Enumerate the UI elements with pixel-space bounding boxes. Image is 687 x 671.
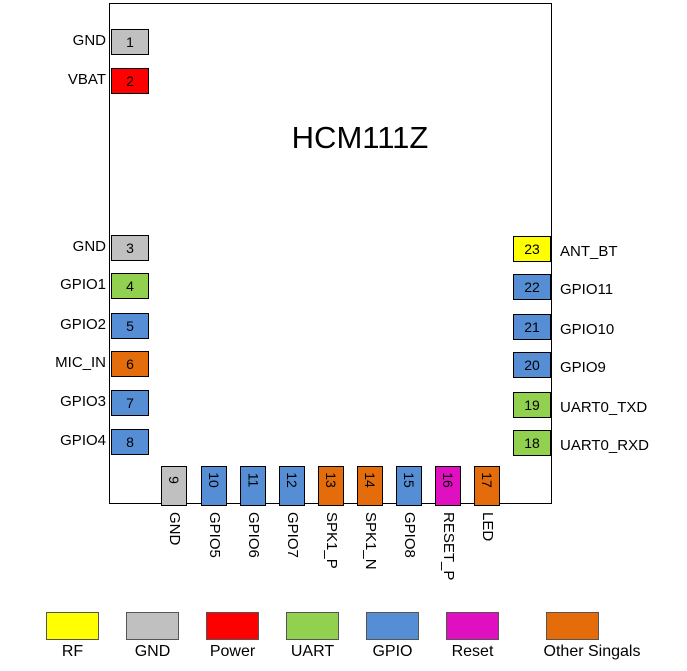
pin-label-22: GPIO11 bbox=[560, 281, 614, 298]
pin-number-14: 14 bbox=[361, 472, 378, 488]
pin-21: 21 bbox=[513, 314, 551, 340]
pin-13: 13 bbox=[318, 466, 344, 506]
pin-number-17: 17 bbox=[478, 472, 495, 488]
pin-5: 5 bbox=[111, 313, 149, 339]
pin-label-8: GPIO4 bbox=[60, 432, 106, 449]
legend-swatch-other bbox=[546, 612, 599, 640]
pin-18: 18 bbox=[513, 430, 551, 456]
pin-label-10: GPIO5 bbox=[206, 512, 223, 558]
pin-number-11: 11 bbox=[244, 472, 261, 488]
pin-label-3: GND bbox=[72, 238, 106, 255]
pin-label-16: RESET_P bbox=[440, 512, 457, 581]
pin-8: 8 bbox=[111, 429, 149, 455]
legend-label-gpio: GPIO bbox=[372, 643, 413, 660]
pin-1: 1 bbox=[111, 29, 149, 55]
pin-12: 12 bbox=[279, 466, 305, 506]
pin-label-18: UART0_RXD bbox=[560, 437, 649, 454]
pin-10: 10 bbox=[201, 466, 227, 506]
pin-number-15: 15 bbox=[400, 472, 417, 488]
pin-label-2: VBAT bbox=[67, 71, 106, 88]
pin-7: 7 bbox=[111, 390, 149, 416]
pin-9: 9 bbox=[161, 466, 187, 506]
pin-label-17: LED bbox=[479, 512, 496, 542]
pin-label-19: UART0_TXD bbox=[560, 399, 648, 416]
pin-label-7: GPIO3 bbox=[60, 393, 106, 410]
pin-3: 3 bbox=[111, 235, 149, 261]
legend-label-rf: RF bbox=[61, 643, 84, 660]
pin-number-13: 13 bbox=[322, 472, 339, 488]
chip-title: HCM111Z bbox=[291, 120, 429, 155]
legend-swatch-gnd bbox=[126, 612, 179, 640]
legend-label-reset: Reset bbox=[451, 643, 494, 660]
pin-23: 23 bbox=[513, 236, 551, 262]
pin-17: 17 bbox=[474, 466, 500, 506]
pin-20: 20 bbox=[513, 352, 551, 378]
legend-label-other: Other Singals bbox=[543, 643, 641, 660]
legend-swatch-reset bbox=[446, 612, 499, 640]
pin-number-10: 10 bbox=[205, 472, 222, 488]
legend-label-uart: UART bbox=[290, 643, 335, 660]
pin-label-14: SPK1_N bbox=[362, 512, 379, 570]
pin-15: 15 bbox=[396, 466, 422, 506]
pin-19: 19 bbox=[513, 392, 551, 418]
legend-swatch-gpio bbox=[366, 612, 419, 640]
legend-label-gnd: GND bbox=[134, 643, 171, 660]
pin-label-13: SPK1_P bbox=[323, 512, 340, 569]
pin-label-6: MIC_IN bbox=[55, 354, 106, 371]
pin-label-23: ANT_BT bbox=[560, 243, 618, 260]
legend-swatch-rf bbox=[46, 612, 99, 640]
chip-outline bbox=[109, 3, 552, 504]
pin-label-5: GPIO2 bbox=[60, 316, 106, 333]
pin-number-12: 12 bbox=[283, 472, 300, 488]
pin-label-1: GND bbox=[72, 32, 106, 49]
pin-16: 16 bbox=[435, 466, 461, 506]
legend-swatch-uart bbox=[286, 612, 339, 640]
pin-11: 11 bbox=[240, 466, 266, 506]
pin-label-20: GPIO9 bbox=[560, 359, 606, 376]
pin-label-15: GPIO8 bbox=[401, 512, 418, 558]
pin-number-9: 9 bbox=[165, 476, 182, 484]
pin-label-9: GND bbox=[166, 512, 183, 546]
pin-22: 22 bbox=[513, 274, 551, 300]
legend-swatch-power bbox=[206, 612, 259, 640]
pin-label-11: GPIO6 bbox=[245, 512, 262, 558]
pin-6: 6 bbox=[111, 351, 149, 377]
legend-label-power: Power bbox=[209, 643, 256, 660]
pin-label-4: GPIO1 bbox=[60, 276, 106, 293]
pin-number-16: 16 bbox=[439, 472, 456, 488]
pin-14: 14 bbox=[357, 466, 383, 506]
pin-label-21: GPIO10 bbox=[560, 321, 615, 338]
pin-label-12: GPIO7 bbox=[284, 512, 301, 558]
pin-4: 4 bbox=[111, 273, 149, 299]
pin-2: 2 bbox=[111, 68, 149, 94]
